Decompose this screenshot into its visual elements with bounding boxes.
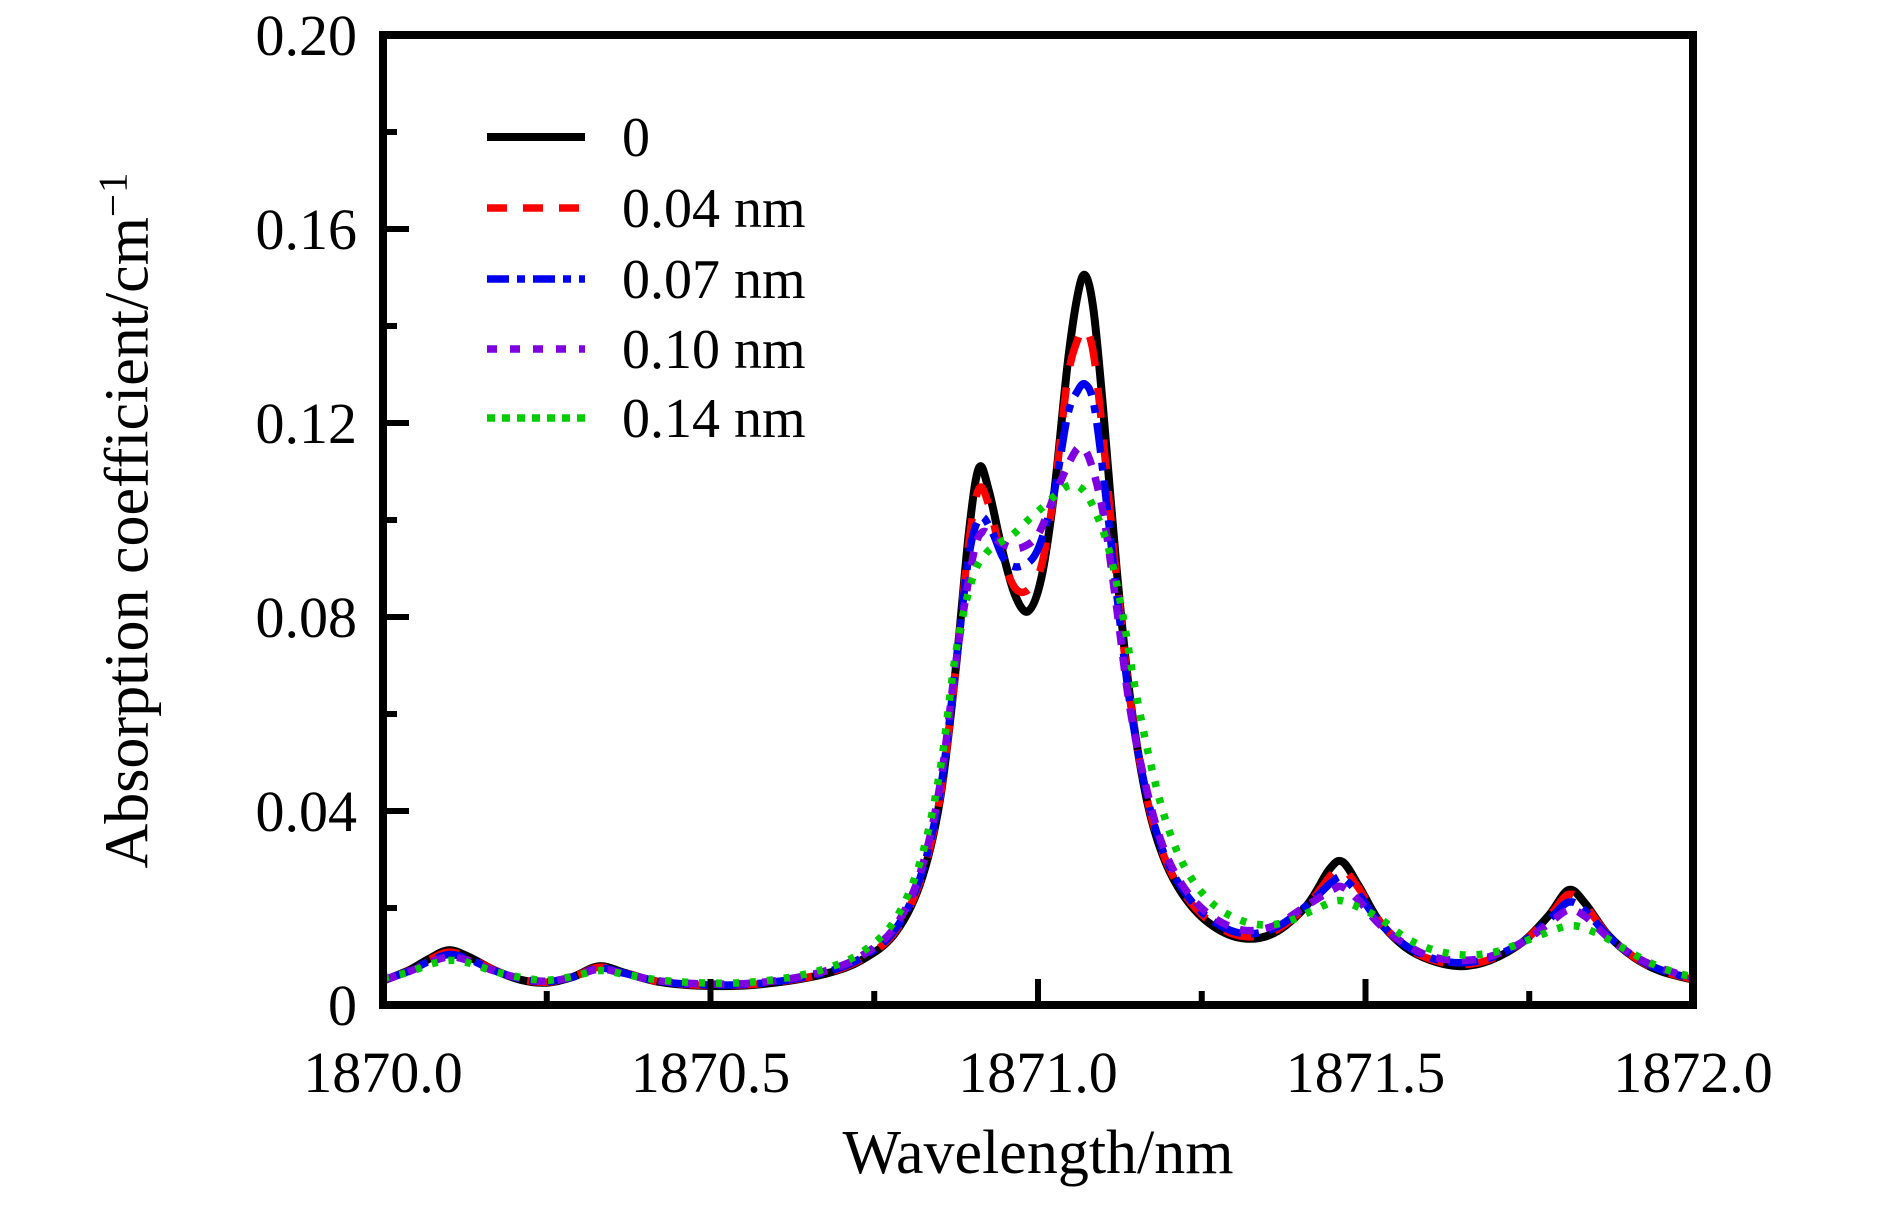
series-curve-broadening-0.04nm [383, 324, 1693, 990]
legend-label-broadening-0.04nm: 0.04 nm [622, 178, 806, 240]
x-tick-label: 1870.5 [631, 1040, 791, 1105]
y-axis-title-superscript: −1 [90, 171, 136, 218]
y-axis-title-text: Absorption coefficient/cm [93, 217, 162, 869]
legend-label-broadening-0.10nm: 0.10 nm [622, 319, 806, 381]
x-tick-label: 1872.0 [1613, 1040, 1773, 1105]
series-curve-broadening-0 [383, 270, 1693, 991]
series-curve-broadening-0.07nm [383, 379, 1693, 989]
legend-label-broadening-0: 0 [622, 107, 650, 169]
x-tick-label: 1871.0 [958, 1040, 1118, 1105]
y-tick-label: 0.04 [256, 779, 358, 844]
y-tick-label: 0.16 [256, 197, 358, 262]
series-curve-broadening-0.14nm [383, 481, 1693, 987]
series-curve-broadening-0.10nm [383, 443, 1693, 988]
legend-label-broadening-0.07nm: 0.07 nm [622, 249, 806, 311]
legend-label-broadening-0.14nm: 0.14 nm [622, 388, 806, 450]
y-tick-label: 0.12 [256, 391, 358, 456]
x-axis-title: Wavelength/nm [842, 1119, 1234, 1187]
plot-frame [379, 31, 1697, 1009]
y-tick-label: 0 [328, 973, 357, 1038]
y-tick-label: 0.20 [256, 3, 358, 68]
legend: 0 0.04 nm 0.07 nm 0.10 nm 0.14 nm [487, 107, 806, 450]
x-tick-label: 1871.5 [1286, 1040, 1446, 1105]
y-tick-label: 0.08 [256, 585, 358, 650]
y-axis-title: Absorption coefficient/cm−1 [90, 171, 164, 869]
series-group [383, 270, 1693, 991]
x-tick-label: 1870.0 [303, 1040, 463, 1105]
